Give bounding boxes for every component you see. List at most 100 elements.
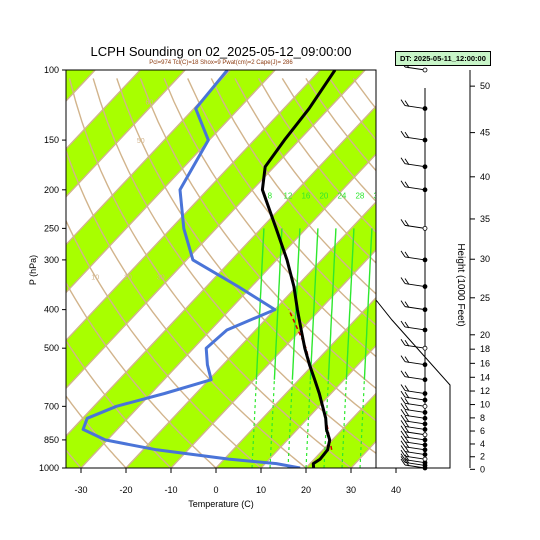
dry-adiabat: [68, 78, 353, 468]
wind-barb-flag: [404, 421, 410, 428]
wind-barb-flag: [404, 415, 410, 423]
wind-barb-flag: [400, 180, 406, 188]
mixing-ratio-label: 16: [301, 191, 310, 200]
wind-barb-flag: [400, 435, 406, 443]
moist-line: [291, 228, 301, 380]
height-tick-label: 14: [480, 372, 490, 382]
wind-barb: [404, 256, 426, 261]
wind-barb-flag: [400, 453, 406, 460]
wind-barb-flag: [404, 356, 410, 363]
isotherm: [66, 70, 232, 246]
isotherm: [0, 61, 14, 476]
y-tick-label: 1000: [39, 463, 59, 473]
height-tick-label: 10: [480, 400, 490, 410]
wind-dot: [422, 187, 428, 193]
wind-barb-flag: [404, 158, 410, 165]
wind-barb-flag: [400, 219, 406, 226]
y-tick-label: 300: [44, 255, 59, 265]
wind-barb-flag: [400, 130, 406, 138]
height-tick-label: 30: [480, 254, 490, 264]
plot-border: [65, 69, 377, 469]
wind-barb-flag: [400, 397, 406, 404]
dry-adiabat: [66, 148, 308, 468]
dry-adiabat: [163, 78, 376, 358]
temp-band: [66, 106, 376, 468]
height-axis-label: Height (1000 Feet): [455, 243, 466, 326]
x-axis-label: Temperature (C): [188, 499, 254, 509]
wind-barb-flag: [404, 131, 410, 139]
mixing-line: [287, 379, 293, 468]
isotherm: [66, 70, 277, 294]
mixing-line: [269, 379, 275, 468]
wind-dot: [422, 225, 428, 231]
x-tick-label: 0: [213, 485, 218, 495]
dry-adiabat: [210, 78, 376, 295]
temp-band: [486, 70, 540, 468]
wind-barb-flag: [404, 446, 410, 453]
wind-dot: [422, 437, 428, 443]
moist-line: [255, 228, 265, 380]
wind-dot: [422, 284, 428, 289]
wind-barb-flag: [404, 220, 410, 227]
wind-barb-flag: [404, 450, 410, 458]
height-tick-label: 8: [480, 413, 485, 423]
wind-barb-flag: [404, 404, 410, 411]
x-tick-label: 30: [346, 485, 356, 495]
y-tick-label: 700: [44, 401, 59, 411]
wind-dot: [422, 456, 428, 462]
height-tick-label: 4: [480, 439, 485, 449]
y-axis-label: P (hPa): [28, 255, 38, 285]
x-tick-label: -10: [164, 485, 177, 495]
wind-dot: [422, 415, 428, 421]
y-tick-label: 100: [44, 65, 59, 75]
wind-barb-flag: [400, 449, 406, 457]
wind-dot: [422, 397, 428, 403]
wind-dot: [422, 137, 428, 143]
wind-barb-flag: [404, 385, 410, 392]
moist-line: [273, 228, 283, 380]
wind-barb-flag: [400, 99, 406, 106]
wind-barb-flag: [404, 441, 410, 449]
x-axis: -30 -20 -10 0 10 20 30 40: [74, 468, 401, 495]
height-tick-label: 16: [480, 358, 490, 368]
wind-dot: [422, 442, 428, 448]
adiabat-label: 20: [124, 274, 132, 281]
moist-line: [309, 228, 319, 380]
height-tick-label: 20: [480, 330, 490, 340]
height-tick-label: 18: [480, 344, 490, 354]
x-tick-label: 20: [301, 485, 311, 495]
mixing-line: [251, 379, 257, 468]
adiabat-label: 50: [137, 138, 145, 145]
isotherm: [125, 201, 376, 468]
wind-barb: [404, 283, 426, 287]
moist-line: [363, 228, 373, 380]
wind-barb-flag: [400, 414, 406, 422]
wind-barb-flag: [404, 181, 410, 189]
isotherm: [66, 70, 142, 150]
wind-barb-flag: [404, 371, 410, 378]
wind-barb: [404, 224, 426, 229]
mixing-ratio-label: 24: [337, 191, 346, 200]
wind-barb-flag: [400, 390, 406, 398]
wind-barb-flag: [404, 321, 410, 329]
mixing-ratio-label: 8: [268, 191, 273, 200]
y-tick-label: 850: [44, 435, 59, 445]
wind-barb: [404, 163, 426, 168]
wind-barb-flag: [400, 403, 406, 410]
wind-barb-flag: [400, 157, 406, 164]
wind-dot: [422, 307, 428, 313]
wind-dot: [422, 391, 428, 396]
y-tick-label: 500: [44, 343, 59, 353]
wind-barb-flag: [404, 391, 410, 399]
wind-barb-flag: [400, 277, 406, 284]
mixing-ratio-label: 12: [283, 191, 292, 200]
dry-adiabat: [66, 281, 217, 468]
adiabat-label: 10: [91, 274, 99, 281]
mixing-ratio-label: 32: [373, 191, 382, 200]
wind-dot: [422, 327, 428, 333]
wind-barb-flag: [400, 430, 406, 438]
wind-barb-flag: [400, 320, 406, 328]
wind-barb: [404, 105, 426, 110]
wind-dot: [422, 410, 428, 415]
isotherm: [66, 105, 376, 438]
